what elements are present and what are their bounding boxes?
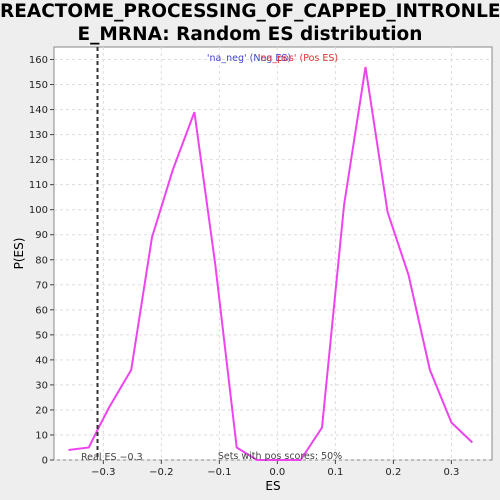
y-tick-label: 160: [29, 55, 48, 66]
x-tick-label: 0.3: [443, 467, 459, 478]
y-tick-label: 60: [35, 305, 48, 316]
y-axis-ticks: 0 10 20 30 40 50 60 70 80 90 100 110 120 130 140 150 160: [29, 55, 54, 466]
y-tick-label: 90: [35, 230, 48, 241]
y-tick-label: 50: [35, 330, 48, 341]
x-tick-label: −0.1: [207, 467, 231, 478]
x-axis-ticks: −0.3 −0.2 −0.1 0.0 0.1 0.2 0.3: [91, 460, 459, 478]
y-tick-label: 10: [35, 430, 48, 441]
y-tick-label: 150: [29, 80, 48, 91]
y-tick-label: 80: [35, 255, 48, 266]
x-tick-label: −0.2: [149, 467, 173, 478]
real-es-label: Real ES −0.3: [81, 452, 143, 463]
y-tick-label: 20: [35, 405, 48, 416]
y-axis-label: P(ES): [12, 238, 26, 270]
pos-scores-label: Sets with pos scores: 50%: [218, 451, 342, 462]
plot-area: [54, 47, 492, 460]
x-tick-label: 0.2: [385, 467, 401, 478]
y-tick-label: 110: [29, 180, 48, 191]
y-tick-label: 130: [29, 130, 48, 141]
x-tick-label: −0.3: [91, 467, 115, 478]
x-tick-label: 0.1: [327, 467, 343, 478]
y-tick-label: 30: [35, 380, 48, 391]
y-tick-label: 0: [42, 456, 48, 467]
y-tick-label: 70: [35, 280, 48, 291]
legend-pos-label: 'na_pos' (Pos ES): [258, 53, 338, 64]
y-tick-label: 120: [29, 155, 48, 166]
x-axis-label: ES: [265, 479, 280, 493]
y-tick-label: 100: [29, 205, 48, 216]
x-tick-label: 0.0: [269, 467, 285, 478]
y-tick-label: 40: [35, 355, 48, 366]
y-tick-label: 140: [29, 105, 48, 116]
